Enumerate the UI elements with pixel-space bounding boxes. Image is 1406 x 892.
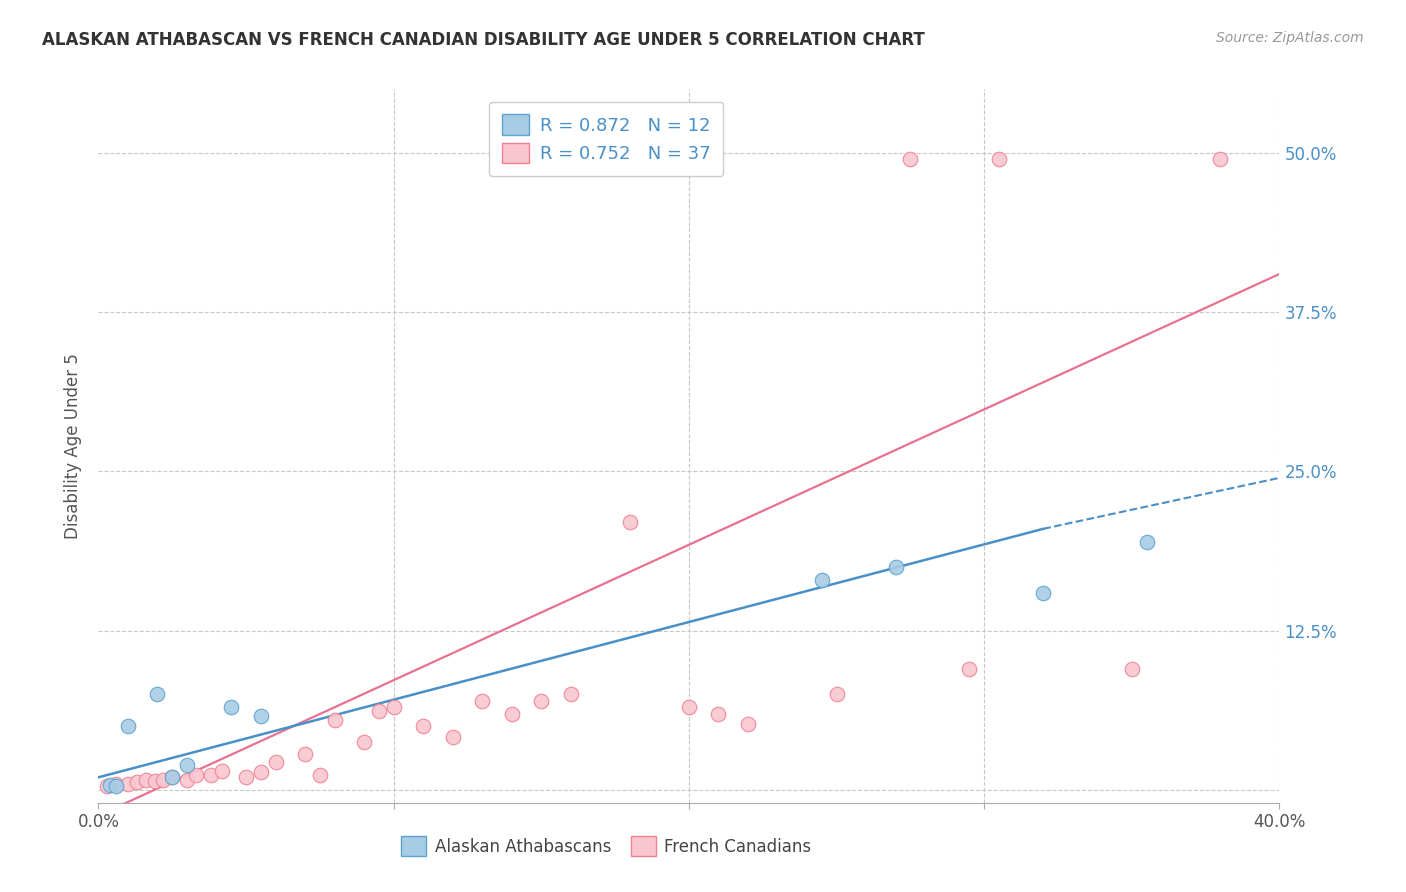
Point: [250, 765, 273, 780]
Text: Source: ZipAtlas.com: Source: ZipAtlas.com: [1216, 31, 1364, 45]
Point: [530, 694, 553, 708]
Point: [368, 704, 391, 718]
Point: [1135, 534, 1157, 549]
Point: [117, 777, 139, 791]
Point: [105, 777, 128, 791]
Point: [810, 573, 832, 587]
Point: [200, 768, 222, 782]
Point: [184, 768, 207, 782]
Point: [250, 709, 273, 723]
Point: [162, 770, 183, 784]
Point: [825, 688, 848, 702]
Point: [323, 713, 346, 727]
Point: [382, 700, 405, 714]
Point: [560, 688, 582, 702]
Point: [176, 757, 198, 772]
Point: [105, 779, 128, 793]
Point: [146, 688, 169, 702]
Point: [884, 560, 907, 574]
Point: [152, 772, 174, 787]
Point: [707, 706, 730, 721]
Point: [501, 706, 523, 721]
Point: [353, 734, 375, 748]
Point: [987, 153, 1010, 167]
Point: [678, 700, 700, 714]
Point: [900, 153, 922, 167]
Y-axis label: Disability Age Under 5: Disability Age Under 5: [65, 353, 83, 539]
Point: [176, 772, 198, 787]
Point: [211, 764, 233, 778]
Point: [1121, 662, 1143, 676]
Point: [96, 779, 118, 793]
Legend: Alaskan Athabascans, French Canadians: Alaskan Athabascans, French Canadians: [395, 830, 818, 863]
Point: [737, 716, 759, 731]
Point: [264, 755, 287, 769]
Point: [162, 770, 183, 784]
Point: [471, 694, 494, 708]
Point: [125, 775, 148, 789]
Point: [1209, 153, 1232, 167]
Point: [959, 662, 981, 676]
Point: [219, 700, 242, 714]
Point: [143, 774, 166, 789]
Text: ALASKAN ATHABASCAN VS FRENCH CANADIAN DISABILITY AGE UNDER 5 CORRELATION CHART: ALASKAN ATHABASCAN VS FRENCH CANADIAN DI…: [42, 31, 925, 49]
Point: [441, 730, 464, 744]
Point: [98, 778, 121, 792]
Point: [1032, 585, 1054, 599]
Point: [294, 747, 316, 762]
Point: [117, 719, 139, 733]
Point: [309, 768, 332, 782]
Point: [135, 772, 157, 787]
Point: [619, 516, 641, 530]
Point: [412, 719, 434, 733]
Point: [235, 770, 257, 784]
